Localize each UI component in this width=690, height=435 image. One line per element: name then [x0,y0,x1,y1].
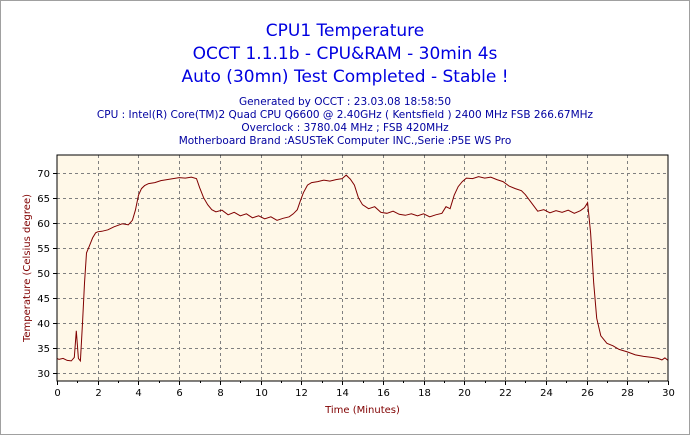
x-tick-label: 24 [540,388,553,399]
x-tick-label: 2 [95,388,101,399]
x-tick-label: 8 [217,388,223,399]
grid-lines [57,155,668,381]
x-tick-label: 10 [255,388,268,399]
plot-area [57,155,668,381]
x-tick-label: 6 [176,388,182,399]
y-tick-label: 70 [37,169,50,180]
y-tick-label: 50 [37,269,50,280]
chart-subtitle-status: Auto (30mn) Test Completed - Stable ! [181,67,509,87]
plot-border [56,154,669,382]
x-tick-label: 28 [621,388,634,399]
x-tick-label: 20 [458,388,471,399]
x-tick-label: 16 [377,388,390,399]
info-cpu: CPU : Intel(R) Core(TM)2 Quad CPU Q6600 … [96,109,594,121]
x-axis-label: Time (Minutes) [324,405,400,416]
series-line-temperature [56,174,669,363]
chart-subtitle-test: OCCT 1.1.1b - CPU&RAM - 30min 4s [192,44,498,64]
x-tick-label: 14 [336,388,349,399]
x-tick-label: 18 [418,388,431,399]
x-tick-label: 22 [499,388,512,399]
axis-ticks: 0 2 4 6 8 10 12 14 16 18 20 22 24 26 28 303035404550556… [37,169,675,399]
y-tick-label: 30 [37,369,50,380]
y-tick-label: 45 [37,294,50,305]
y-tick-label: 40 [37,319,50,330]
y-tick-label: 65 [37,194,50,205]
x-tick-label: 4 [135,388,141,399]
x-tick-label: 0 [54,388,60,399]
x-tick-label: 12 [295,388,308,399]
y-axis-label: Temperature (Celsius degree) [22,194,33,343]
x-tick-label: 30 [662,388,675,399]
y-tick-label: 55 [37,244,50,255]
info-overclock: Overclock : 3780.04 MHz ; FSB 420MHz [241,122,449,134]
chart-title: CPU1 Temperature [265,21,425,41]
info-motherboard: Motherboard Brand :ASUSTeK Computer INC.… [178,135,512,147]
info-generated: Generated by OCCT : 23.03.08 18:58:50 [238,96,452,108]
y-tick-label: 35 [37,344,50,355]
x-tick-label: 26 [581,388,594,399]
y-tick-label: 60 [37,219,50,230]
